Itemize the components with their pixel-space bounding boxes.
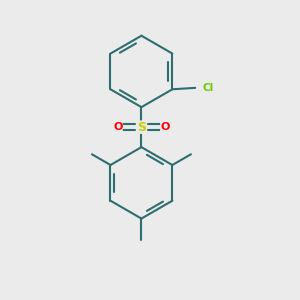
Text: Cl: Cl (202, 83, 214, 93)
Text: S: S (137, 121, 146, 134)
Text: O: O (160, 122, 170, 132)
Text: O: O (113, 122, 122, 132)
